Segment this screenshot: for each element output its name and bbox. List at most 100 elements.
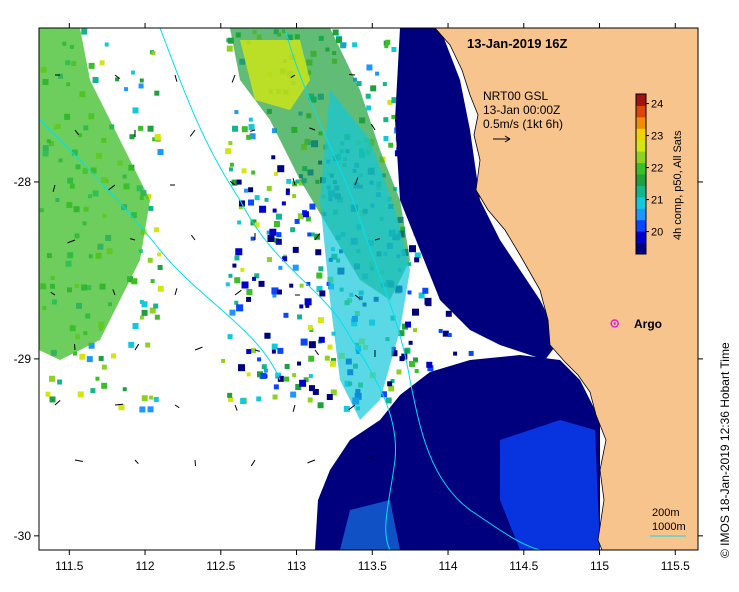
sst-pixel xyxy=(99,60,105,66)
sst-pixel xyxy=(391,97,398,104)
current-vector xyxy=(73,343,76,351)
sst-pixel xyxy=(139,299,144,304)
sst-pixel xyxy=(295,179,300,184)
sst-pixel xyxy=(331,358,337,364)
current-vector xyxy=(250,129,256,132)
colorbar-segment xyxy=(636,174,646,186)
sst-pixel xyxy=(326,394,333,401)
sst-pixel xyxy=(407,262,412,267)
current-vector xyxy=(52,184,56,192)
sst-pixel xyxy=(246,134,252,140)
sst-pixel xyxy=(147,257,153,263)
sst-pixel xyxy=(241,168,247,174)
sst-pixel xyxy=(251,170,256,175)
sst-pixel xyxy=(244,188,249,193)
current-vector xyxy=(194,346,203,351)
sst-pixel xyxy=(404,321,411,328)
sst-pixel xyxy=(383,117,389,123)
current-vector xyxy=(174,74,178,82)
sst-pixel xyxy=(342,42,347,47)
sst-coastal-band xyxy=(395,28,560,360)
sst-pixel xyxy=(316,285,323,292)
sst-pixel xyxy=(115,77,120,82)
sst-pixel xyxy=(356,81,362,87)
isobath-200m xyxy=(284,28,541,550)
x-tick-label: 113.5 xyxy=(358,559,387,573)
sst-pixel xyxy=(284,364,290,370)
sst-pixel xyxy=(111,353,117,359)
sst-pixel xyxy=(141,301,148,308)
sst-pixel xyxy=(305,303,310,308)
sst-pixel xyxy=(101,382,108,389)
sst-pixel xyxy=(86,356,93,363)
sst-pixel xyxy=(228,167,233,172)
current-vector xyxy=(54,399,61,406)
sst-pixel xyxy=(77,391,84,398)
current-vector xyxy=(292,404,296,412)
current-vector xyxy=(314,233,321,241)
sst-pixel xyxy=(258,280,265,287)
current-vector xyxy=(50,291,56,296)
sst-pixel xyxy=(409,360,416,367)
sst-pixel xyxy=(297,314,303,320)
sst-pixel xyxy=(413,328,418,333)
x-tick-label: 115 xyxy=(590,559,609,573)
sst-pixel xyxy=(343,405,350,412)
sst-pixel xyxy=(453,351,458,356)
current-vector xyxy=(250,459,256,467)
sst-pixel xyxy=(267,234,275,242)
sst-pixel xyxy=(445,310,452,317)
sst-pixel xyxy=(330,389,337,396)
colorbar-tick-label: 23 xyxy=(651,131,663,143)
sst-pixel xyxy=(248,117,253,122)
sst-pixel xyxy=(256,396,262,402)
sst-mid-blue-patch xyxy=(500,420,600,550)
sst-pixel xyxy=(232,125,239,132)
sst-pixel xyxy=(234,277,241,284)
sst-pixel xyxy=(289,283,294,288)
sst-pixel xyxy=(303,377,309,383)
sst-pixel xyxy=(266,257,272,263)
sst-pixel xyxy=(315,249,322,256)
sst-pixel xyxy=(250,219,257,226)
current-vector xyxy=(348,404,356,411)
sst-pixel xyxy=(409,245,417,253)
sst-pixel xyxy=(238,364,246,372)
colorbar-tick-label: 21 xyxy=(651,195,663,207)
colorbar-segment xyxy=(636,105,646,118)
sst-pixel xyxy=(271,287,279,295)
sst-warm-region xyxy=(39,28,150,360)
sst-pixel xyxy=(285,191,290,196)
sst-pixel xyxy=(401,353,408,360)
sst-pixel xyxy=(157,264,163,270)
colorbar-segment xyxy=(636,116,646,129)
imos-credit: © IMOS 18-Jan-2019 12:36 Hobart Time xyxy=(718,342,732,558)
sst-pixel xyxy=(382,82,387,87)
sst-pixel xyxy=(407,290,412,295)
sst-pixel xyxy=(294,218,300,224)
current-vector xyxy=(370,123,376,131)
sst-pixel xyxy=(327,344,333,350)
sst-pixel xyxy=(425,300,432,307)
sst-pixel xyxy=(241,281,249,289)
sst-pixel xyxy=(292,373,297,378)
colorbar-segment xyxy=(636,139,646,152)
colorbar-segment xyxy=(636,162,646,175)
sst-pixel xyxy=(277,165,285,173)
sst-pixel xyxy=(380,391,387,398)
sst-pixel xyxy=(227,334,233,340)
sst-pixel xyxy=(264,197,269,202)
sst-pixel xyxy=(318,336,325,343)
colorbar-tick-label: 22 xyxy=(651,163,663,175)
sst-pixel xyxy=(385,397,392,404)
sst-pixel xyxy=(251,348,257,354)
sst-pixel xyxy=(49,396,56,403)
sst-pixel xyxy=(269,228,277,236)
sst-pixel xyxy=(225,148,232,155)
sst-pixel xyxy=(375,71,380,76)
sst-pixel xyxy=(154,90,160,96)
sst-pixel xyxy=(88,62,95,69)
sst-pixel xyxy=(225,282,230,287)
sst-pixel xyxy=(271,155,276,160)
